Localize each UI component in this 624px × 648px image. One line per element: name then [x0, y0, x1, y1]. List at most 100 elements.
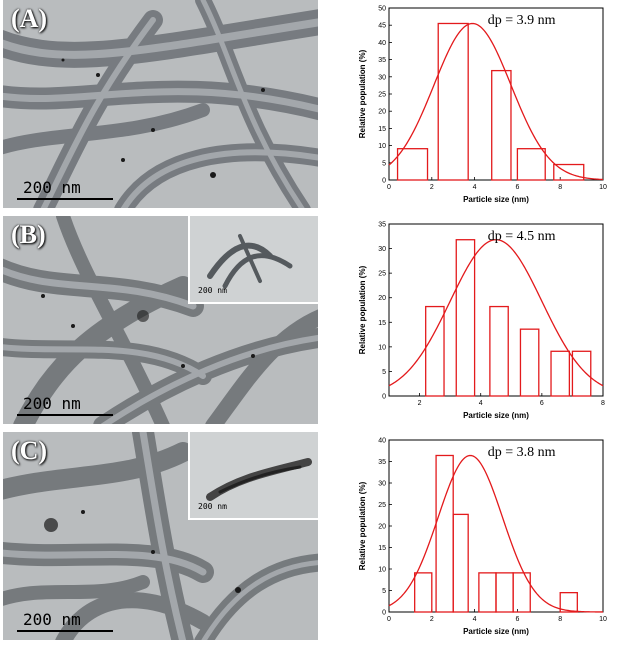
- inset-scale-label-b: 200 nm: [198, 286, 227, 295]
- histogram-svg-c: 0 5 10 15 20 25 30 35 40 0 2 4 6 8 10 Particle size (nm…: [358, 438, 607, 637]
- y-tick-label: 0: [382, 610, 386, 617]
- tem-image-b: (B) 200 nm 200 nm: [3, 216, 318, 424]
- histogram-chart-b: 0 5 10 15 20 25 30 35 2 4 6 8 Particle size (nm) Rela…: [345, 216, 624, 426]
- y-tick-label: 25: [378, 502, 386, 509]
- y-tick-label: 20: [378, 524, 386, 531]
- mean-diameter-annotation: dp = 3.8 nm: [488, 445, 556, 460]
- histogram-svg-a: 0 5 10 15 20 25 30 35 40 45 50 0 2 4 6 8 10 Particle size…: [358, 6, 607, 205]
- x-tick-label: 6: [515, 184, 519, 191]
- inset-micrograph-c: [206, 458, 312, 501]
- histogram-bar: [414, 572, 433, 613]
- histogram-bar: [516, 148, 546, 181]
- histogram-svg-b: 0 5 10 15 20 25 30 35 2 4 6 8 Particle size (nm) Rela…: [358, 222, 605, 421]
- inset-micrograph-b: [207, 234, 293, 289]
- y-tick-label: 25: [378, 92, 386, 99]
- x-axis-title: Particle size (nm): [463, 627, 529, 636]
- x-tick-label: 10: [599, 616, 607, 623]
- y-tick-label: 40: [378, 438, 386, 445]
- x-tick-label: 4: [473, 184, 477, 191]
- y-tick-label: 15: [378, 126, 386, 133]
- y-tick-label: 20: [378, 109, 386, 116]
- histogram-bar: [478, 572, 497, 613]
- histogram-bar: [435, 454, 454, 613]
- histogram-bar: [495, 572, 514, 613]
- histogram-bar: [396, 148, 429, 181]
- inset-image-c: 200 nm: [188, 432, 318, 520]
- scale-bar-b: [17, 414, 113, 416]
- histogram-chart-a: 0 5 10 15 20 25 30 35 40 45 50 0 2 4 6 8 10 Particle size…: [345, 0, 624, 210]
- y-tick-label: 5: [382, 160, 386, 167]
- y-tick-label: 10: [378, 344, 386, 351]
- scale-bar-label-c: 200 nm: [23, 610, 81, 629]
- inset-scale-label-c: 200 nm: [198, 502, 227, 511]
- x-axis-title: Particle size (nm): [463, 195, 529, 204]
- y-tick-label: 20: [378, 295, 386, 302]
- mean-diameter-annotation: dp = 3.9 nm: [488, 13, 556, 28]
- histogram-bar: [550, 350, 571, 397]
- y-tick-label: 5: [382, 588, 386, 595]
- mean-diameter-annotation: dp = 4.5 nm: [488, 229, 556, 244]
- scale-bar-label-a: 200 nm: [23, 178, 81, 197]
- y-tick-label: 30: [378, 481, 386, 488]
- tem-image-a: (A) 200 nm: [3, 0, 318, 208]
- y-tick-label: 10: [378, 143, 386, 150]
- y-tick-label: 10: [378, 567, 386, 574]
- y-tick-label: 25: [378, 271, 386, 278]
- tem-micrograph-a: [3, 0, 318, 208]
- y-tick-label: 30: [378, 246, 386, 253]
- scale-bar-label-b: 200 nm: [23, 394, 81, 413]
- y-axis-title: Relative population (%): [358, 49, 367, 138]
- x-tick-label: 2: [430, 184, 434, 191]
- scale-bar-c: [17, 630, 113, 632]
- y-tick-label: 40: [378, 40, 386, 47]
- x-tick-label: 6: [540, 400, 544, 407]
- histogram-bar: [519, 328, 540, 397]
- histogram-bar: [512, 572, 531, 613]
- histogram-bar: [491, 69, 512, 181]
- y-axis-title: Relative population (%): [358, 265, 367, 354]
- x-tick-label: 2: [418, 400, 422, 407]
- y-tick-label: 15: [378, 545, 386, 552]
- x-tick-label: 0: [387, 184, 391, 191]
- histogram-bar: [559, 591, 578, 613]
- gaussian-fit-curve: [388, 454, 604, 613]
- gaussian-fit-curve: [388, 22, 604, 181]
- y-tick-label: 0: [382, 394, 386, 401]
- y-tick-label: 5: [382, 369, 386, 376]
- x-tick-label: 4: [479, 400, 483, 407]
- x-axis-title: Particle size (nm): [463, 411, 529, 420]
- x-tick-label: 8: [558, 184, 562, 191]
- panel-label-a: (A): [11, 4, 48, 33]
- x-tick-label: 0: [387, 616, 391, 623]
- x-tick-label: 6: [515, 616, 519, 623]
- tem-micrograph-b: [3, 216, 318, 424]
- y-tick-label: 35: [378, 57, 386, 64]
- y-tick-label: 45: [378, 23, 386, 30]
- histogram-bar: [452, 513, 469, 613]
- histogram-bar: [489, 305, 509, 397]
- x-tick-label: 4: [473, 616, 477, 623]
- tem-image-c: (C) 200 nm 200 nm: [3, 432, 318, 640]
- y-tick-label: 35: [378, 222, 386, 229]
- y-tick-label: 30: [378, 74, 386, 81]
- y-tick-label: 50: [378, 6, 386, 13]
- y-tick-label: 15: [378, 320, 386, 327]
- y-tick-label: 0: [382, 178, 386, 185]
- x-tick-label: 8: [601, 400, 605, 407]
- plot-frame: [388, 223, 604, 397]
- tem-micrograph-c: [3, 432, 318, 640]
- x-tick-label: 2: [430, 616, 434, 623]
- histogram-bar: [571, 350, 592, 397]
- histogram-chart-c: 0 5 10 15 20 25 30 35 40 0 2 4 6 8 10 Particle size (nm…: [345, 432, 624, 642]
- y-tick-label: 35: [378, 459, 386, 466]
- y-axis-title: Relative population (%): [358, 481, 367, 570]
- histogram-bar: [455, 239, 476, 397]
- histogram-bar: [425, 305, 445, 397]
- scale-bar-a: [17, 198, 113, 200]
- gaussian-fit-curve: [388, 239, 604, 387]
- histogram-bar: [553, 163, 585, 181]
- x-tick-label: 10: [599, 184, 607, 191]
- x-tick-label: 8: [558, 616, 562, 623]
- plot-frame: [388, 7, 604, 181]
- panel-label-b: (B): [11, 220, 46, 249]
